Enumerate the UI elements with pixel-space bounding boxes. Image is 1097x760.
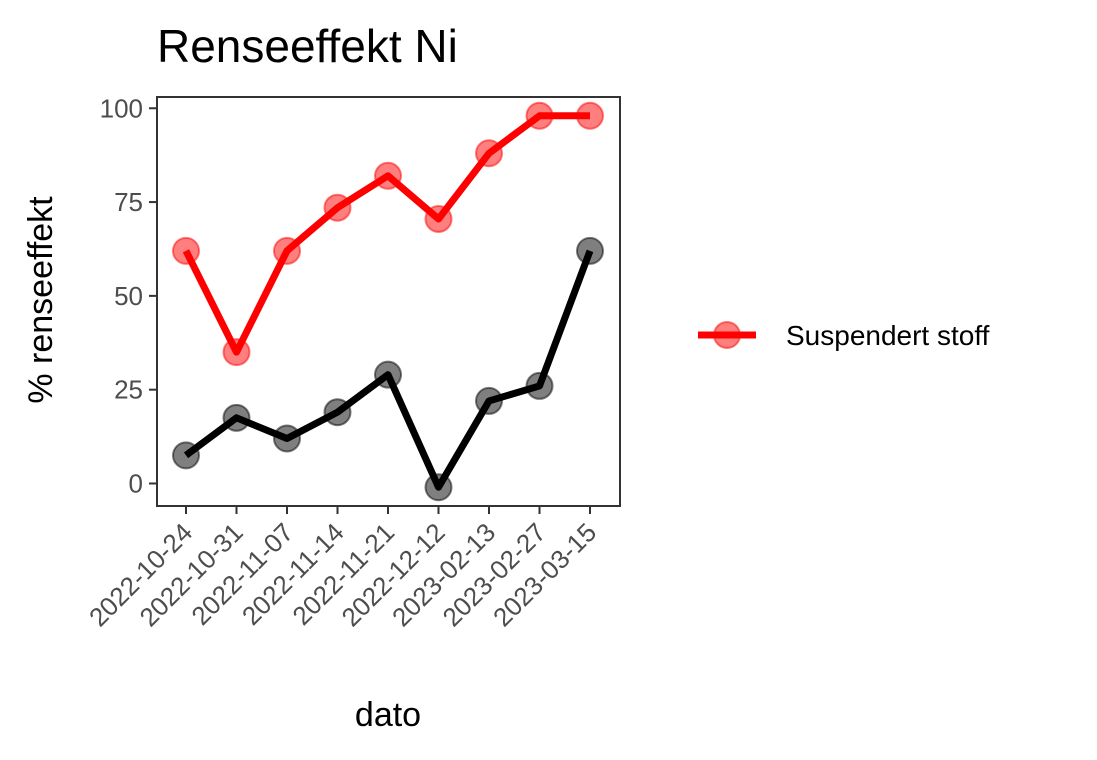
data-point bbox=[374, 360, 402, 389]
data-point bbox=[475, 386, 503, 415]
data-point bbox=[222, 403, 251, 432]
data-point bbox=[475, 139, 503, 168]
data-point bbox=[323, 398, 352, 427]
y-tick-label: 0 bbox=[129, 468, 143, 498]
data-point bbox=[424, 204, 453, 233]
legend: Suspendert stoff bbox=[698, 320, 990, 351]
data-point bbox=[172, 236, 200, 265]
plot-panel bbox=[156, 96, 621, 507]
x-axis: 2022-10-242022-10-312022-11-072022-11-14… bbox=[83, 506, 602, 632]
data-point bbox=[323, 193, 352, 222]
y-tick-label: 75 bbox=[114, 187, 143, 217]
data-point bbox=[374, 161, 402, 190]
data-point bbox=[172, 441, 200, 470]
data-point bbox=[222, 338, 251, 367]
data-point bbox=[424, 473, 453, 502]
legend-key-point bbox=[713, 321, 741, 349]
legend-label: Suspendert stoff bbox=[786, 320, 990, 351]
y-axis: 0 25 50 75 100 bbox=[100, 93, 157, 498]
data-point bbox=[576, 236, 604, 265]
y-tick-label: 100 bbox=[100, 93, 143, 123]
data-point bbox=[576, 101, 604, 130]
chart-title: Renseeffekt Ni bbox=[157, 20, 458, 72]
data-point bbox=[525, 101, 554, 130]
data-point bbox=[525, 371, 554, 400]
y-axis-title: % renseeffekt bbox=[22, 196, 60, 404]
y-tick-label: 50 bbox=[114, 281, 143, 311]
y-tick-label: 25 bbox=[114, 375, 143, 405]
series-layer bbox=[172, 101, 604, 502]
data-point bbox=[273, 424, 301, 453]
data-point bbox=[273, 236, 301, 265]
x-axis-title: dato bbox=[355, 696, 421, 734]
